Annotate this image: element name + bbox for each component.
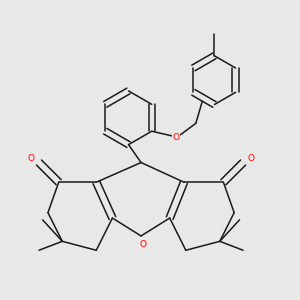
Text: O: O [139,240,146,249]
Text: O: O [248,154,254,164]
Text: O: O [28,154,34,164]
Text: O: O [172,133,180,142]
